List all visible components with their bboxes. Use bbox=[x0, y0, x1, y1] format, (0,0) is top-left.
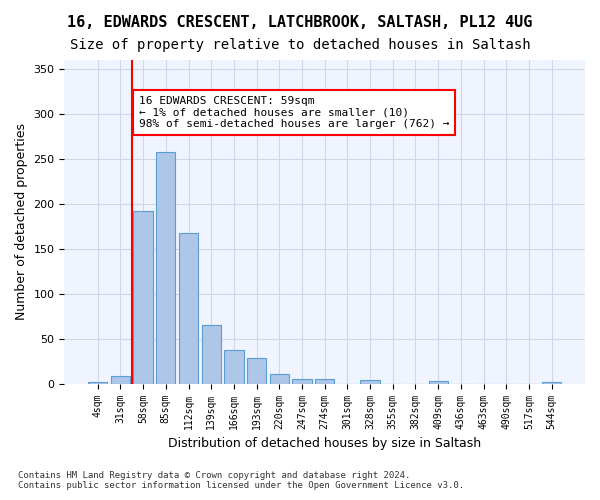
Bar bbox=[224, 350, 244, 384]
Text: Size of property relative to detached houses in Saltash: Size of property relative to detached ho… bbox=[70, 38, 530, 52]
Bar bbox=[428, 381, 448, 384]
Text: Contains HM Land Registry data © Crown copyright and database right 2024.
Contai: Contains HM Land Registry data © Crown c… bbox=[18, 470, 464, 490]
Bar bbox=[133, 211, 153, 384]
Bar bbox=[88, 382, 107, 384]
Text: 16, EDWARDS CRESCENT, LATCHBROOK, SALTASH, PL12 4UG: 16, EDWARDS CRESCENT, LATCHBROOK, SALTAS… bbox=[67, 15, 533, 30]
Bar bbox=[202, 325, 221, 384]
Bar bbox=[156, 152, 175, 384]
Bar bbox=[361, 380, 380, 384]
X-axis label: Distribution of detached houses by size in Saltash: Distribution of detached houses by size … bbox=[168, 437, 481, 450]
Bar bbox=[111, 376, 130, 384]
Bar bbox=[542, 382, 562, 384]
Y-axis label: Number of detached properties: Number of detached properties bbox=[15, 124, 28, 320]
Bar bbox=[179, 232, 198, 384]
Text: 16 EDWARDS CRESCENT: 59sqm
← 1% of detached houses are smaller (10)
98% of semi-: 16 EDWARDS CRESCENT: 59sqm ← 1% of detac… bbox=[139, 96, 449, 129]
Bar bbox=[247, 358, 266, 384]
Bar bbox=[315, 379, 334, 384]
Bar bbox=[292, 379, 311, 384]
Bar bbox=[269, 374, 289, 384]
